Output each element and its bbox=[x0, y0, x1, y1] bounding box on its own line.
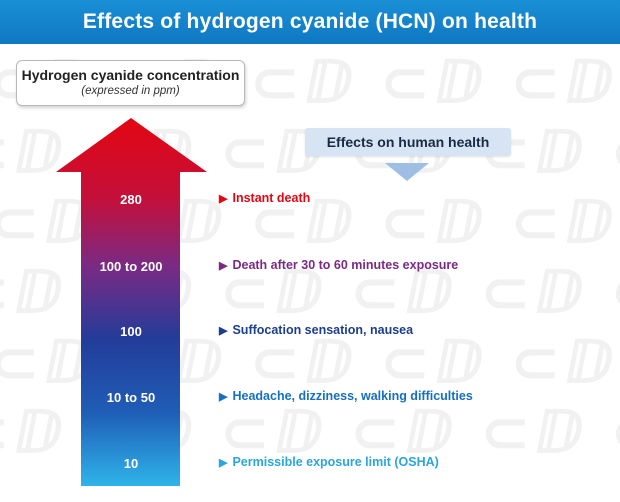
effects-header: Effects on human health bbox=[305, 128, 511, 156]
effect-label: Permissible exposure limit (OSHA) bbox=[232, 455, 439, 469]
triangle-bullet-icon: ▶ bbox=[219, 324, 228, 337]
ppm-value-10: 10 bbox=[123, 456, 139, 471]
triangle-bullet-icon: ▶ bbox=[219, 259, 228, 272]
effect-label: Instant death bbox=[232, 191, 311, 205]
ppm-value-100-to-200: 100 to 200 bbox=[99, 259, 163, 274]
page-title: Effects of hydrogen cyanide (HCN) on hea… bbox=[0, 0, 620, 44]
effects-pointer-icon bbox=[385, 163, 429, 181]
arrow-shape bbox=[56, 118, 207, 486]
concentration-title: Hydrogen cyanide concentration bbox=[21, 67, 240, 83]
triangle-bullet-icon: ▶ bbox=[219, 390, 228, 403]
effect-10: ▶ Permissible exposure limit (OSHA) bbox=[219, 455, 439, 469]
effect-100: ▶ Suffocation sensation, nausea bbox=[219, 323, 413, 337]
concentration-subtitle: (expressed in ppm) bbox=[81, 85, 180, 97]
triangle-bullet-icon: ▶ bbox=[219, 456, 228, 469]
ppm-value-100: 100 bbox=[120, 324, 142, 339]
effect-280: ▶ Instant death bbox=[219, 191, 310, 205]
concentration-label-box: Hydrogen cyanide concentration (expresse… bbox=[16, 60, 245, 106]
effect-label: Headache, dizziness, walking difficultie… bbox=[232, 389, 473, 403]
ppm-value-10-to-50: 10 to 50 bbox=[106, 390, 156, 405]
effect-label: Suffocation sensation, nausea bbox=[232, 323, 414, 337]
effect-label: Death after 30 to 60 minutes exposure bbox=[232, 258, 459, 272]
effect-100-to-200: ▶ Death after 30 to 60 minutes exposure bbox=[219, 258, 458, 272]
effect-10-to-50: ▶ Headache, dizziness, walking difficult… bbox=[219, 389, 473, 403]
ppm-value-280: 280 bbox=[120, 192, 142, 207]
triangle-bullet-icon: ▶ bbox=[219, 192, 228, 205]
